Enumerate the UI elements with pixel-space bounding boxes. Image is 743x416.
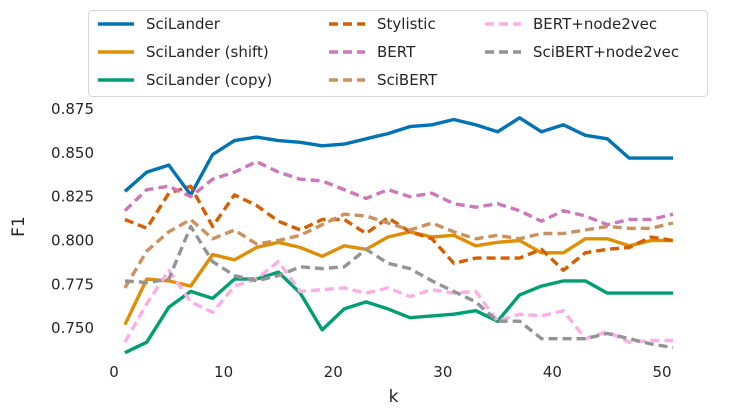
legend: SciLander SciLander (shift) SciLander (cop… [88, 10, 708, 97]
legend-label-bert: BERT [377, 43, 416, 61]
legend-label-bert-node2vec: BERT+node2vec [533, 15, 657, 33]
series-line-scilander-shift [123, 230, 673, 326]
series-line-scibert [123, 212, 674, 289]
legend-label-scibert-node2vec: SciBERT+node2vec [533, 43, 679, 61]
legend-label-scilander-copy: SciLander (copy) [146, 71, 272, 89]
series-layer [123, 116, 674, 355]
y-tick-label: 0.750 [51, 319, 94, 337]
y-tick-label: 0.800 [51, 232, 94, 250]
legend-label-scibert: SciBERT [377, 71, 438, 89]
x-tick-label: 40 [543, 363, 562, 381]
legend-frame [88, 10, 708, 97]
y-tick-label: 0.775 [51, 275, 94, 293]
series-line-scilander [123, 116, 673, 197]
x-tick-label: 10 [214, 363, 233, 381]
x-tick-label: 20 [324, 363, 343, 381]
y-axis-label: F1 [9, 216, 29, 237]
series-line-bert [123, 159, 674, 227]
series-line-scibert-node2vec [124, 224, 674, 350]
y-tick-label: 0.825 [51, 188, 94, 206]
x-axis: 0 10 20 30 40 50 [109, 363, 671, 381]
x-tick-label: 30 [433, 363, 452, 381]
y-tick-label: 0.875 [51, 100, 94, 118]
legend-label-scilander-shift: SciLander (shift) [146, 43, 269, 61]
series-line-bert-node2vec [123, 259, 673, 344]
legend-label-stylistic: Stylistic [377, 15, 436, 33]
y-axis: 0.750 0.775 0.800 0.825 0.850 0.875 [51, 100, 94, 337]
x-tick-label: 0 [109, 363, 119, 381]
series-line-scilander-copy [124, 270, 673, 355]
legend-label-scilander: SciLander [146, 15, 221, 33]
series-line-stylistic [124, 184, 674, 272]
x-tick-label: 50 [653, 363, 672, 381]
x-axis-label: k [389, 387, 399, 407]
y-tick-label: 0.850 [51, 144, 94, 162]
